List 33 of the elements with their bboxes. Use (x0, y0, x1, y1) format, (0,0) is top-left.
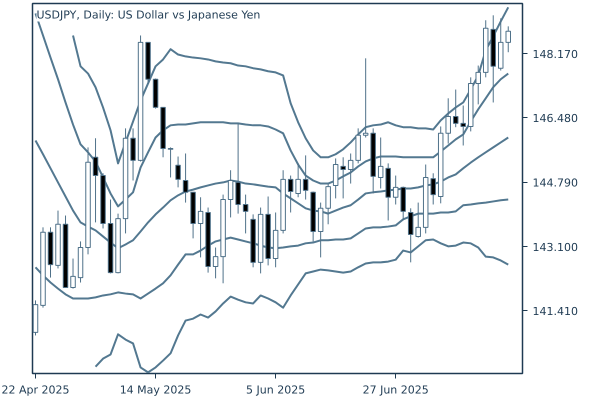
candlestick (460, 105, 466, 146)
candlestick (228, 170, 234, 218)
candlestick (452, 89, 458, 128)
x-tick-label: 5 Jun 2025 (246, 384, 306, 396)
candlestick (505, 26, 511, 53)
candlestick (475, 65, 481, 105)
candlestick (378, 136, 384, 189)
x-tick-label: 14 May 2025 (120, 384, 192, 396)
y-tick-label: 148.170 (532, 48, 578, 61)
candlestick (362, 58, 368, 138)
candlestick (430, 172, 436, 205)
candlestick (212, 247, 218, 279)
candlestick (288, 175, 294, 213)
y-tick-label: 144.790 (532, 176, 578, 190)
candlestick (242, 194, 248, 234)
candlestick (295, 162, 301, 198)
candlestick (445, 98, 451, 144)
candlestick (182, 152, 188, 204)
y-tick-label: 143.100 (532, 240, 578, 254)
candlestick (340, 156, 346, 199)
candlestick (168, 146, 174, 178)
candlestick (302, 154, 308, 200)
x-tick-label: 27 Jun 2025 (362, 384, 429, 396)
y-tick-label: 146.480 (532, 112, 578, 126)
x-tick-label: 22 Apr 2025 (1, 384, 70, 396)
text: USDJPY, Daily: US Dollar vs Japanese Yen (36, 8, 260, 22)
candlestick (392, 175, 398, 205)
y-tick-label: 141.410 (532, 305, 578, 318)
candlestick (175, 156, 181, 188)
candlestick (332, 158, 338, 199)
candlestick (348, 152, 354, 184)
candlestick (415, 202, 421, 238)
candlestick (70, 258, 76, 290)
